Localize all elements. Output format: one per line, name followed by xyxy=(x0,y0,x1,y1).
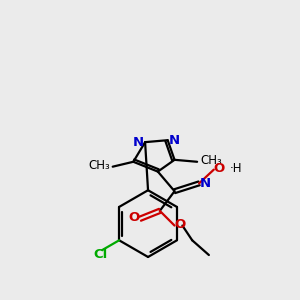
Text: Cl: Cl xyxy=(93,248,107,260)
Text: N: N xyxy=(133,136,144,148)
Text: CH₃: CH₃ xyxy=(88,159,110,172)
Text: O: O xyxy=(129,211,140,224)
Text: O: O xyxy=(175,218,186,231)
Text: ·H: ·H xyxy=(230,162,242,175)
Text: N: N xyxy=(169,134,180,147)
Text: CH₃: CH₃ xyxy=(200,154,222,167)
Text: N: N xyxy=(200,177,211,190)
Text: O: O xyxy=(213,162,224,175)
